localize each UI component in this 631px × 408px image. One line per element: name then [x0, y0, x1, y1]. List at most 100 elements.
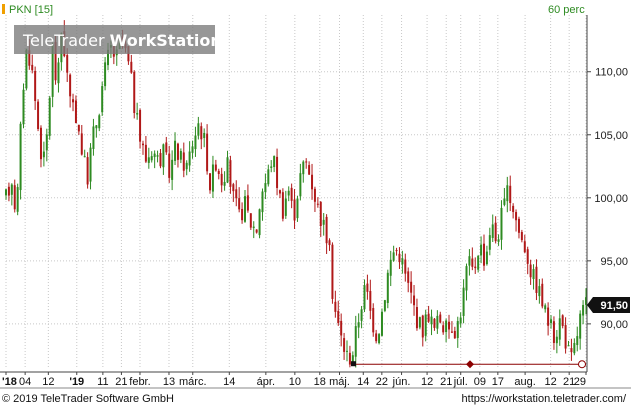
candle: [147, 147, 150, 169]
candle-body: [232, 184, 235, 192]
candle-body: [366, 283, 369, 292]
candle: [159, 149, 162, 169]
candle: [354, 315, 357, 368]
candle-body: [462, 287, 465, 316]
candle-body: [517, 218, 520, 233]
candle-body: [69, 74, 72, 97]
candle-body: [54, 42, 57, 81]
candle: [366, 274, 369, 300]
candle: [503, 187, 506, 207]
candle: [401, 250, 404, 274]
x-tick-label: '19: [69, 376, 84, 388]
x-tick-label: jún.: [392, 376, 411, 388]
candle: [104, 56, 107, 91]
candle: [535, 259, 538, 301]
candle-body: [203, 132, 206, 138]
x-tick-label: 14: [223, 376, 235, 388]
candle: [270, 160, 273, 173]
candle-body: [258, 209, 261, 236]
x-tick-label: 14: [357, 376, 369, 388]
candle: [136, 102, 139, 120]
candle-body: [343, 338, 346, 352]
x-tick-label: júl.: [453, 376, 468, 388]
candle: [386, 269, 389, 309]
candle: [284, 190, 287, 219]
candle-body: [427, 313, 430, 322]
candle: [570, 338, 573, 361]
candle-body: [72, 99, 75, 103]
candle-body: [209, 173, 212, 191]
candle: [450, 321, 453, 334]
candle-body: [226, 157, 229, 183]
candle-body: [136, 113, 139, 115]
candle: [214, 159, 217, 172]
candle-body: [436, 315, 439, 329]
candle: [69, 73, 72, 108]
candle-body: [249, 213, 252, 228]
candle: [243, 189, 246, 223]
candle-body: [413, 295, 416, 306]
candle-body: [276, 156, 279, 188]
legend-marker: [2, 4, 5, 14]
candle-body: [214, 164, 217, 171]
candle: [541, 278, 544, 309]
candle: [273, 155, 276, 173]
candle-body: [459, 317, 462, 324]
candle-body: [302, 161, 305, 175]
candle: [13, 179, 16, 213]
candle: [276, 148, 279, 196]
candle-body: [567, 345, 570, 347]
candle-body: [497, 239, 500, 242]
candle: [252, 221, 255, 239]
candle-body: [430, 316, 433, 325]
x-tick-label: máj.: [329, 376, 350, 388]
range-mid-marker: [466, 360, 474, 369]
candle: [249, 213, 252, 230]
candle: [517, 216, 520, 239]
candle-body: [206, 133, 209, 172]
candle: [360, 305, 363, 329]
candle: [363, 279, 366, 313]
candle: [424, 309, 427, 342]
candle-body: [98, 115, 101, 129]
candle-body: [313, 188, 316, 202]
candle-body: [380, 311, 383, 336]
candle-body: [48, 97, 51, 136]
candle-body: [346, 350, 349, 352]
candle-body: [16, 187, 19, 212]
candle: [547, 302, 550, 336]
candle: [585, 288, 587, 315]
candle-body: [471, 258, 474, 267]
candle: [194, 126, 197, 157]
candle: [174, 132, 177, 166]
candle: [445, 318, 448, 343]
watermark-bg: [14, 25, 215, 54]
candle: [331, 242, 334, 304]
candle-body: [383, 300, 386, 311]
candle: [156, 150, 159, 163]
candle: [267, 164, 270, 187]
candle-body: [555, 336, 558, 344]
candle-body: [523, 241, 526, 253]
y-tick-label: 90,00: [600, 319, 628, 331]
candle: [415, 298, 418, 331]
y-axis-ticks: 90,00 95,00 100,00 105,00 110,00: [587, 67, 628, 331]
x-tick-label: 10: [289, 376, 301, 388]
candle: [369, 279, 372, 320]
candle-body: [194, 135, 197, 150]
candle: [558, 309, 561, 346]
legend-symbol: PKN [15]: [9, 4, 53, 16]
candle: [220, 167, 223, 193]
candle-body: [296, 198, 299, 219]
candle: [319, 201, 322, 237]
candle-body: [174, 140, 177, 161]
candle: [468, 249, 471, 276]
candle: [74, 95, 77, 124]
candle-body: [515, 212, 518, 221]
y-tick-label: 105,00: [594, 130, 628, 142]
candle-body: [386, 272, 389, 304]
candle: [206, 124, 209, 175]
candle-body: [439, 314, 442, 323]
candle: [10, 183, 13, 206]
